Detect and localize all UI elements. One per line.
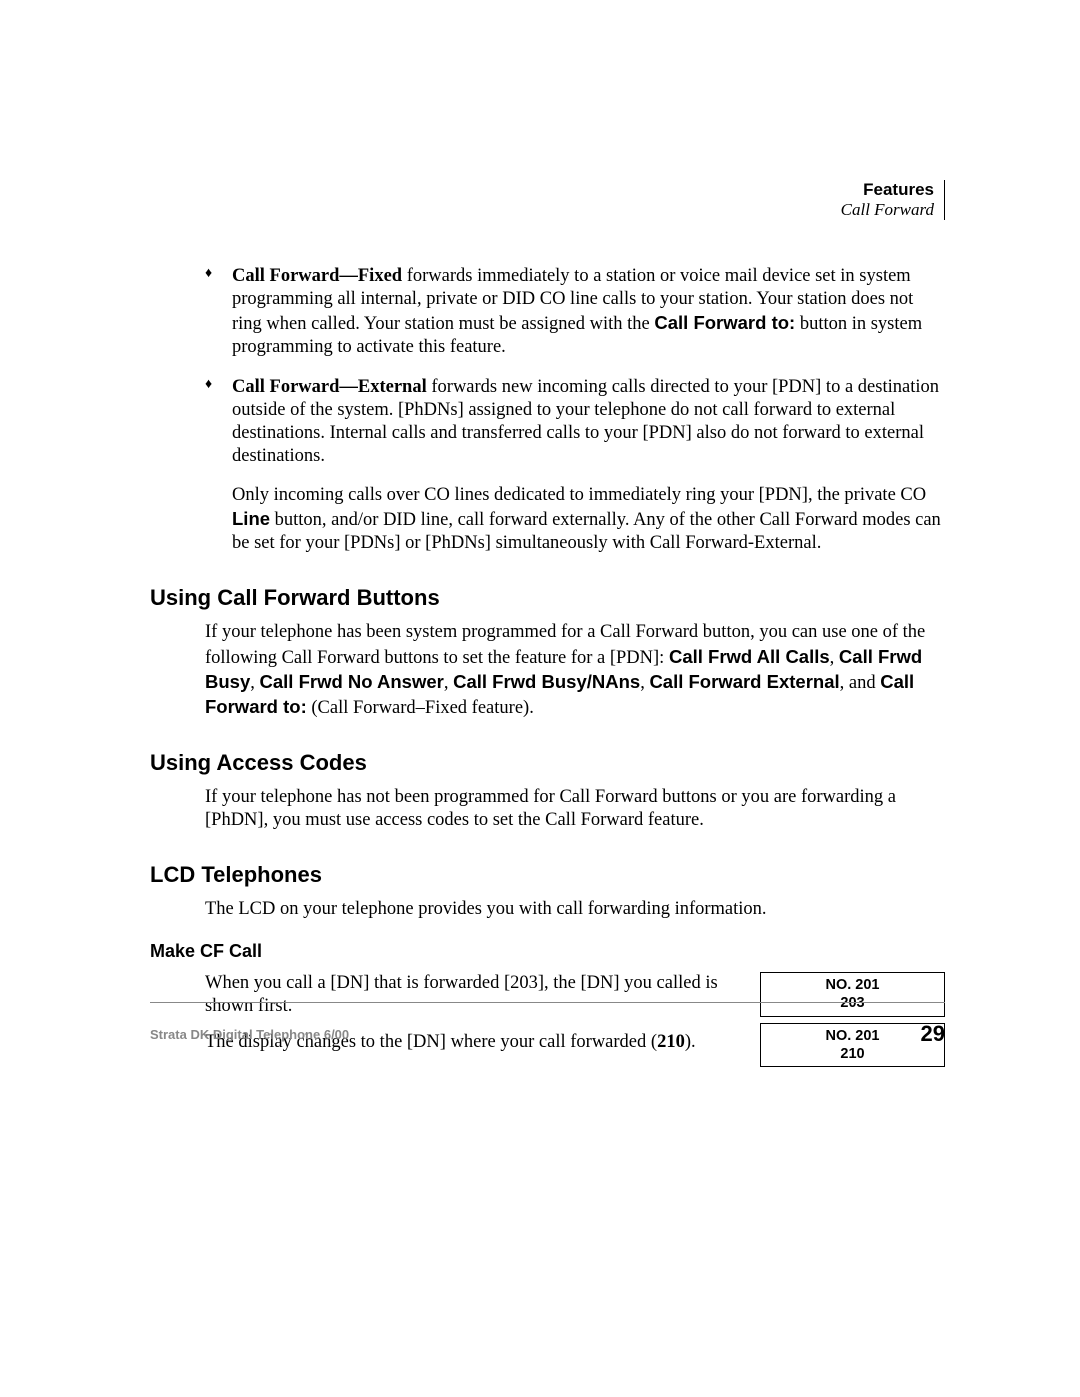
- para-using-access-codes: If your telephone has not been programme…: [150, 786, 945, 832]
- bullet-text: button, and/or DID line, call forward ex…: [232, 510, 941, 553]
- text: ,: [250, 673, 259, 693]
- button-label: Call Forward External: [649, 671, 839, 692]
- text: ,: [830, 648, 839, 668]
- page-footer: Strata DK Digital Telephone 6/00 29: [150, 1002, 945, 1047]
- heading-using-access-codes: Using Access Codes: [150, 750, 945, 776]
- para-lcd-telephones: The LCD on your telephone provides you w…: [150, 898, 945, 921]
- bullet-text: Only incoming calls over CO lines dedica…: [232, 485, 926, 505]
- page-content: Features Call Forward Call Forward—Fixed…: [0, 0, 1080, 1127]
- bullet-label: Call Forward—External: [232, 377, 427, 397]
- running-header: Features Call Forward: [841, 180, 945, 220]
- bullet-label: Call Forward—Fixed: [232, 266, 402, 286]
- text: , and: [840, 673, 881, 693]
- text: (Call Forward–Fixed feature).: [307, 698, 534, 718]
- lcd-line: NO. 201: [773, 976, 932, 994]
- lcd-line: 210: [773, 1045, 932, 1063]
- button-label: Call Frwd No Answer: [260, 671, 444, 692]
- footer-document-title: Strata DK Digital Telephone 6/00: [150, 1027, 349, 1042]
- footer-page-number: 29: [921, 1021, 945, 1047]
- header-subtitle: Call Forward: [841, 200, 934, 220]
- bullet-call-forward-external: Call Forward—External forwards new incom…: [205, 376, 945, 556]
- bullet-call-forward-fixed: Call Forward—Fixed forwards immediately …: [205, 265, 945, 360]
- feature-bullet-list: Call Forward—Fixed forwards immediately …: [150, 265, 945, 555]
- heading-make-cf-call: Make CF Call: [150, 941, 945, 962]
- button-label: Call Frwd All Calls: [669, 646, 830, 667]
- button-label: Call Frwd Busy/NAns: [453, 671, 640, 692]
- text: ,: [444, 673, 453, 693]
- header-title: Features: [841, 180, 934, 200]
- button-label: Line: [232, 508, 270, 529]
- para-using-cf-buttons: If your telephone has been system progra…: [150, 621, 945, 720]
- heading-lcd-telephones: LCD Telephones: [150, 862, 945, 888]
- bullet-continuation: Only incoming calls over CO lines dedica…: [232, 484, 945, 555]
- heading-using-cf-buttons: Using Call Forward Buttons: [150, 585, 945, 611]
- button-label: Call Forward to:: [654, 312, 795, 333]
